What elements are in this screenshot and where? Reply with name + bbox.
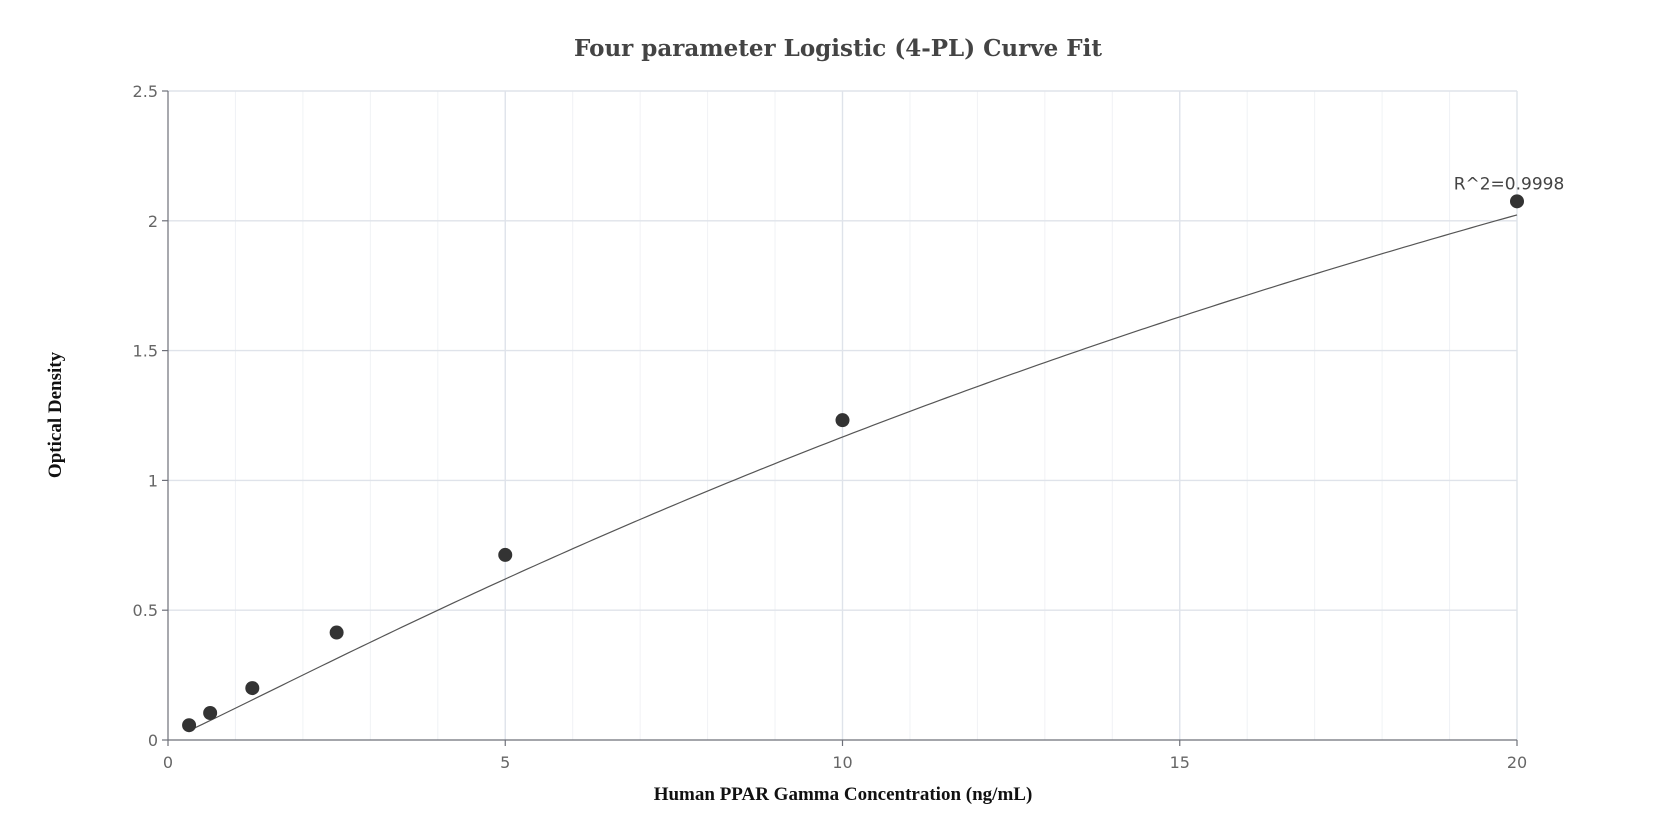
y-tick-label: 0.5 <box>133 601 158 620</box>
y-tick-label: 1.5 <box>133 342 158 361</box>
axis-layer: 0 5 10 15 20 0 0.5 1 1.5 2 2.5 <box>133 82 1528 772</box>
y-tick-label: 2.5 <box>133 82 158 101</box>
y-axis-title: Optical Density <box>45 351 66 478</box>
y-tick-label: 1 <box>148 471 158 490</box>
data-point <box>835 413 850 428</box>
y-tick-label: 2 <box>148 212 158 231</box>
data-point <box>498 547 513 562</box>
data-point <box>203 706 218 721</box>
data-point <box>245 681 260 696</box>
x-axis-title: Human PPAR Gamma Concentration (ng/mL) <box>654 784 1033 805</box>
point-layer <box>182 194 1524 733</box>
chart-title: Four parameter Logistic (4-PL) Curve Fit <box>574 35 1102 62</box>
y-tick-label: 0 <box>148 731 158 750</box>
data-point <box>182 718 197 733</box>
x-tick-label: 5 <box>500 753 510 772</box>
x-tick-label: 10 <box>832 753 852 772</box>
curve-layer <box>188 214 1518 732</box>
x-tick-label: 15 <box>1170 753 1190 772</box>
x-tick-label: 0 <box>163 753 173 772</box>
x-tick-label: 20 <box>1507 753 1527 772</box>
data-point <box>329 625 344 640</box>
fit-curve-line <box>188 214 1518 732</box>
r-squared-annotation: R^2=0.9998 <box>1454 174 1565 194</box>
data-point <box>1510 194 1524 209</box>
